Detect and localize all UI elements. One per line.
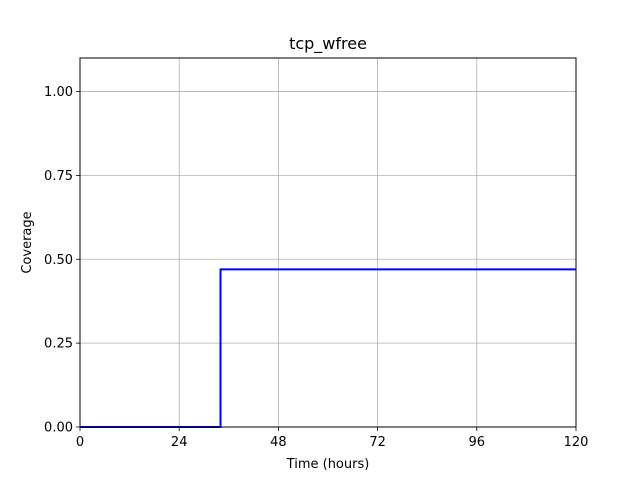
- plot-frame: [79, 57, 577, 428]
- x-tick-label: 120: [564, 435, 589, 450]
- tick-layer: 0 24 48 72 96 120 0.00 0.25 0.50 0.75 1.00: [44, 85, 588, 450]
- x-tick-label: 24: [171, 435, 188, 450]
- y-tick-label: 0.25: [44, 337, 73, 352]
- y-axis-label: Coverage: [20, 211, 35, 273]
- chart-title: tcp_wfree: [289, 34, 367, 54]
- y-tick-label: 0.75: [44, 169, 73, 184]
- y-tick-label: 1.00: [44, 85, 73, 100]
- x-axis-label: Time (hours): [286, 457, 370, 472]
- y-tick-label: 0.50: [44, 253, 73, 268]
- x-tick-label: 48: [270, 435, 287, 450]
- y-tick-label: 0.00: [44, 421, 73, 436]
- x-tick-label: 0: [76, 435, 84, 450]
- x-tick-label: 96: [469, 435, 486, 450]
- x-tick-label: 72: [369, 435, 386, 450]
